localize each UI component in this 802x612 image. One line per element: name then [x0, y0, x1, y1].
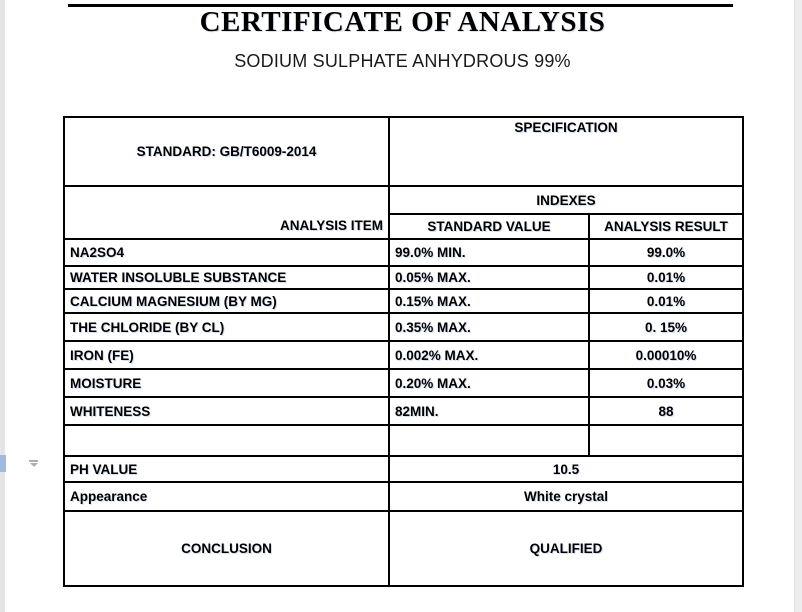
analysis-result-cell: 0.00010%	[587, 340, 745, 370]
item-cell: THE CHLORIDE (BY CL)	[63, 312, 390, 342]
item-cell: Appearance	[63, 481, 390, 512]
standard-value-cell: 0.35% MAX.	[388, 312, 590, 342]
standard-value-cell: 0.20% MAX.	[388, 368, 590, 398]
analysis-result-cell: 88	[587, 396, 745, 426]
standard-value-cell: 0.15% MAX.	[388, 288, 590, 314]
collapse-arrow-icon[interactable]	[28, 460, 39, 469]
table-row-conclusion: CONCLUSION QUALIFIED	[63, 510, 745, 587]
standard-value-cell: 99.0% MIN.	[388, 238, 590, 267]
table-row-empty	[63, 424, 745, 457]
table-header-row-columns: STANDARD VALUE ANALYSIS RESULT	[64, 213, 745, 240]
ph-value-cell: 10.5	[387, 455, 745, 483]
conclusion-label-cell: CONCLUSION	[63, 510, 390, 587]
item-cell: CALCIUM MAGNESIUM (BY MG)	[63, 288, 390, 314]
table-row: IRON (FE) 0.002% MAX. 0.00010%	[63, 340, 745, 370]
analysis-result-header-cell: ANALYSIS RESULT	[587, 213, 745, 240]
table-row: WATER INSOLUBLE SUBSTANCE 0.05% MAX. 0.0…	[63, 265, 745, 290]
analysis-result-cell: 99.0%	[587, 238, 745, 267]
item-cell	[63, 424, 390, 457]
item-cell: IRON (FE)	[63, 340, 390, 370]
analysis-result-cell: 0.01%	[587, 265, 745, 290]
item-cell: PH VALUE	[63, 455, 390, 483]
conclusion-value-cell: QUALIFIED	[387, 510, 745, 587]
title-top-rule	[68, 4, 733, 7]
standard-value-cell	[388, 424, 590, 457]
table-row: THE CHLORIDE (BY CL) 0.35% MAX. 0. 15%	[63, 312, 745, 342]
analysis-result-cell: 0.03%	[587, 368, 745, 398]
item-cell: WHITENESS	[63, 396, 390, 426]
table-row-appearance: Appearance White crystal	[63, 481, 745, 512]
item-cell: MOISTURE	[63, 368, 390, 398]
analysis-table: STANDARD: GB/T6009-2014 SPECIFICATION AN…	[63, 116, 745, 587]
margin-selection-chip	[0, 455, 6, 472]
indexes-header-cell: INDEXES	[387, 185, 745, 215]
table-row: NA2SO4 99.0% MIN. 99.0%	[63, 238, 745, 267]
standard-value-cell: 82MIN.	[388, 396, 590, 426]
appearance-value-cell: White crystal	[387, 481, 745, 512]
table-header-row-indexes: ANALYSIS ITEM INDEXES	[63, 185, 745, 240]
table-row: CALCIUM MAGNESIUM (BY MG) 0.15% MAX. 0.0…	[63, 288, 745, 314]
page-title: CERTIFICATE OF ANALYSIS	[199, 6, 606, 38]
standard-value-cell: 0.002% MAX.	[388, 340, 590, 370]
collapse-arrow-bar	[29, 460, 38, 462]
table-row: MOISTURE 0.20% MAX. 0.03%	[63, 368, 745, 398]
table-row-ph: PH VALUE 10.5	[63, 455, 745, 483]
table-header-row-standard: STANDARD: GB/T6009-2014 SPECIFICATION	[63, 116, 745, 187]
page-edge-left	[0, 0, 5, 612]
page-subtitle: SODIUM SULPHATE ANHYDROUS 99%	[234, 51, 571, 71]
table-row: WHITENESS 82MIN. 88	[63, 396, 745, 426]
analysis-result-cell: 0. 15%	[587, 312, 745, 342]
analysis-result-cell	[587, 424, 745, 457]
item-cell: WATER INSOLUBLE SUBSTANCE	[63, 265, 390, 290]
standard-cell: STANDARD: GB/T6009-2014	[63, 116, 390, 187]
analysis-item-header-cell: ANALYSIS ITEM	[63, 185, 390, 240]
standard-value-cell: 0.05% MAX.	[388, 265, 590, 290]
collapse-arrow-triangle	[29, 463, 38, 467]
page-edge-right	[794, 0, 802, 612]
analysis-result-cell: 0.01%	[587, 288, 745, 314]
specification-cell: SPECIFICATION	[387, 116, 745, 187]
item-cell: NA2SO4	[63, 238, 390, 267]
standard-value-header-cell: STANDARD VALUE	[388, 213, 590, 240]
